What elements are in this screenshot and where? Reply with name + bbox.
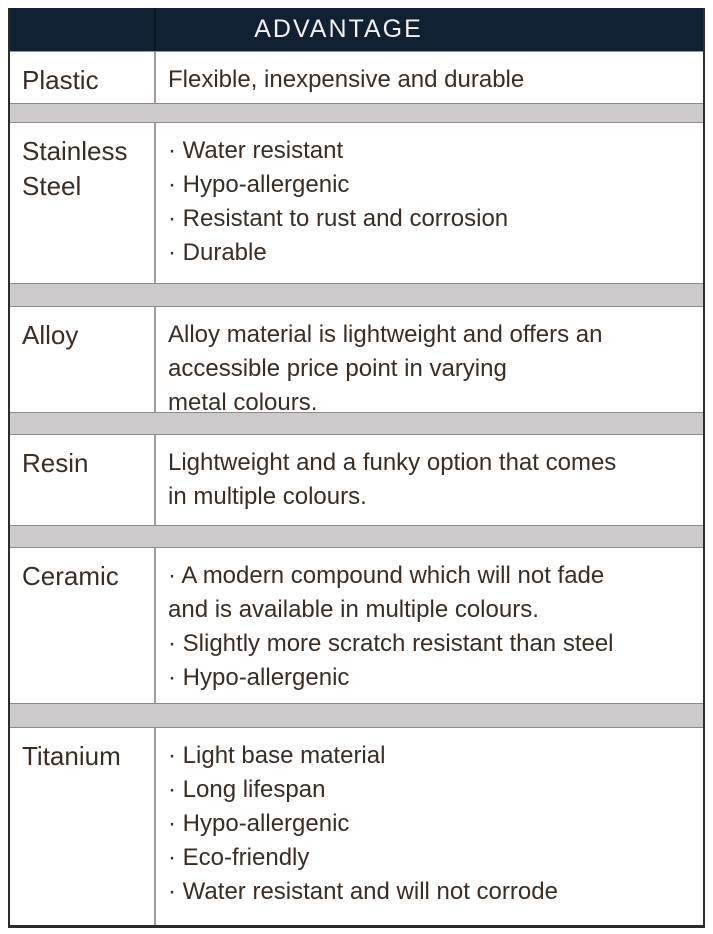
advantage-line: · Hypo-allergenic bbox=[168, 810, 350, 837]
table-row-titanium: Titanium · Light base material · Long life… bbox=[10, 728, 703, 925]
advantage-content: · Water resistant · Hypo-allergenic · Resi… bbox=[156, 123, 703, 283]
table-row-stainless-steel: Stainless Steel · Water resistant · Hypo-a… bbox=[10, 123, 703, 283]
material-name: Ceramic bbox=[10, 548, 156, 703]
advantage-line: · Resistant to rust and corrosion bbox=[168, 205, 509, 232]
row-separator bbox=[10, 283, 703, 307]
table-header-label: ADVANTAGE bbox=[254, 15, 423, 43]
advantage-line: Lightweight and a funky option that come… bbox=[168, 449, 617, 476]
advantage-line: · Durable bbox=[168, 239, 267, 266]
table-header: ADVANTAGE bbox=[10, 8, 703, 52]
row-separator bbox=[10, 525, 703, 548]
advantage-content: Flexible, inexpensive and durable bbox=[156, 52, 703, 103]
advantage-content: · A modern compound which will not fade a… bbox=[156, 548, 703, 703]
advantage-line: Alloy material is lightweight and offers… bbox=[168, 321, 603, 348]
material-name: Titanium bbox=[10, 728, 156, 925]
material-name: Resin bbox=[10, 435, 156, 525]
advantage-line: in multiple colours. bbox=[168, 483, 367, 510]
row-separator bbox=[10, 703, 703, 728]
advantage-line: · Water resistant bbox=[168, 137, 344, 164]
advantage-line: · Water resistant and will not corrode bbox=[168, 878, 558, 905]
advantage-line: · Long lifespan bbox=[168, 776, 326, 803]
advantage-line: and is available in multiple colours. bbox=[168, 596, 539, 623]
advantage-line: metal colours. bbox=[168, 389, 318, 412]
advantage-content: · Light base material · Long lifespan · Hy… bbox=[156, 728, 703, 925]
table-row-resin: Resin Lightweight and a funky option that… bbox=[10, 435, 703, 525]
material-name: Stainless Steel bbox=[10, 123, 156, 283]
advantage-line: · Hypo-allergenic bbox=[168, 171, 350, 198]
material-name: Plastic bbox=[10, 52, 156, 103]
row-separator bbox=[10, 412, 703, 435]
advantage-line: accessible price point in varying bbox=[168, 355, 507, 382]
header-column-divider bbox=[154, 8, 156, 51]
advantage-line: Flexible, inexpensive and durable bbox=[168, 66, 525, 93]
advantage-content: Lightweight and a funky option that come… bbox=[156, 435, 703, 525]
advantage-line: · Hypo-allergenic bbox=[168, 664, 350, 691]
advantage-content: Alloy material is lightweight and offers… bbox=[156, 307, 703, 412]
row-separator bbox=[10, 103, 703, 123]
table-row-plastic: Plastic Flexible, inexpensive and durable bbox=[10, 52, 703, 103]
advantage-line: · Light base material bbox=[168, 742, 386, 769]
table-body: Plastic Flexible, inexpensive and durable… bbox=[10, 52, 703, 925]
table-row-alloy: Alloy Alloy material is lightweight and o… bbox=[10, 307, 703, 412]
advantage-line: · Slightly more scratch resistant than s… bbox=[168, 630, 614, 657]
advantage-line: · Eco-friendly bbox=[168, 844, 310, 871]
advantage-line: · A modern compound which will not fade bbox=[168, 562, 605, 589]
material-name: Alloy bbox=[10, 307, 156, 412]
materials-advantage-table: ADVANTAGE Plastic Flexible, inexpensive a… bbox=[8, 8, 705, 928]
table-row-ceramic: Ceramic · A modern compound which will no… bbox=[10, 548, 703, 703]
